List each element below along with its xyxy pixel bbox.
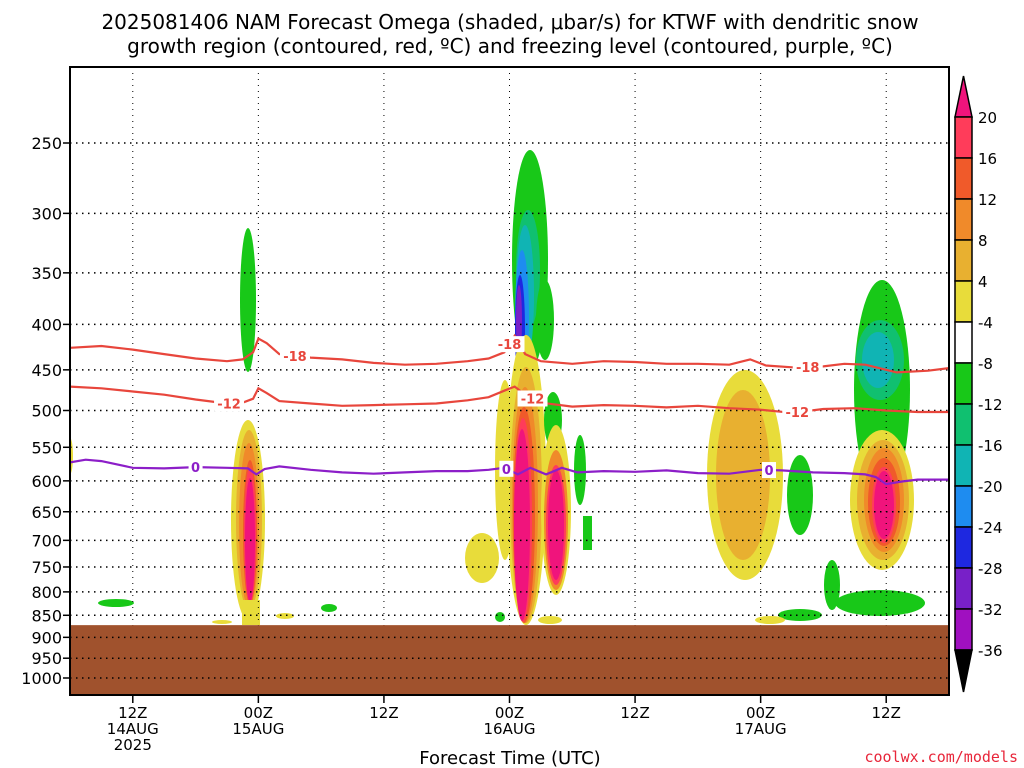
colorbar-swatch — [954, 403, 973, 446]
colorbar-bottom-arrow — [954, 649, 973, 693]
contour-label-background — [762, 462, 777, 479]
contour-label: -18 — [796, 361, 820, 376]
x-tick-label: 2025 — [114, 736, 152, 754]
credit-text: coolwx.com/models — [864, 748, 1018, 766]
y-tick-label: 650 — [31, 503, 62, 522]
y-tick-label: 950 — [31, 649, 62, 668]
y-axis: 250 300 350 400 450 500 550 600 650 700 750 800 850 9… — [21, 134, 70, 688]
chart-title-line-2: growth region (contoured, red, ºC) and f… — [127, 34, 893, 58]
x-tick-label: 17AUG — [735, 720, 787, 738]
colorbar-label: -36 — [978, 642, 1003, 660]
contour-label-background — [782, 404, 813, 421]
colorbar-label: -12 — [978, 396, 1003, 414]
colorbar-swatch — [954, 239, 973, 282]
contour-label: 0 — [502, 463, 511, 478]
y-tick-label: 1000 — [21, 669, 62, 688]
y-tick-label: 550 — [31, 438, 62, 457]
y-tick-label: 300 — [31, 204, 62, 223]
colorbar-swatch — [954, 485, 973, 528]
colorbar-label: 4 — [978, 273, 988, 291]
colorbar-label: -32 — [978, 601, 1003, 619]
colorbar-swatch — [954, 157, 973, 200]
x-tick-label: 00Z — [495, 704, 524, 722]
x-tick-label: 16AUG — [484, 720, 536, 738]
contour-label-background — [499, 460, 514, 477]
colorbar-swatch — [954, 362, 973, 405]
x-tick-label: 14AUG — [107, 720, 159, 738]
colorbar-label: 16 — [978, 150, 997, 168]
x-tick-label: 12Z — [369, 704, 398, 722]
contour-label: -12 — [786, 406, 810, 421]
colorbar-label: -24 — [978, 519, 1003, 537]
contours: -18 -18 -18 -12 -12 -12 0 0 0 — [70, 333, 949, 486]
x-tick-label: 12Z — [118, 704, 147, 722]
colorbar-swatch — [954, 444, 973, 487]
colorbar: 20 16 12 8 4 -4 -8 -12 -16 -20 -24 -28 -32 -36 — [954, 75, 1003, 693]
contour-label-background — [494, 336, 525, 353]
y-tick-label: 450 — [31, 361, 62, 380]
y-tick-label: 400 — [31, 315, 62, 334]
contour-label: -12 — [521, 392, 545, 407]
colorbar-label: 20 — [978, 109, 997, 127]
x-axis-label: Forecast Time (UTC) — [419, 748, 600, 768]
y-tick-label: 600 — [31, 472, 62, 491]
contour-label: -12 — [217, 397, 241, 412]
colorbar-swatch — [954, 198, 973, 241]
x-tick-label: 12Z — [620, 704, 649, 722]
x-tick-label: 00Z — [244, 704, 273, 722]
y-tick-label: 250 — [31, 134, 62, 153]
colorbar-swatch — [954, 116, 973, 159]
contour-label-background — [188, 459, 203, 476]
colorbar-label: 12 — [978, 191, 997, 209]
x-tick-label: 12Z — [872, 704, 901, 722]
chart-title-line-1: 2025081406 NAM Forecast Omega (shaded, μ… — [101, 10, 918, 34]
grid — [70, 67, 949, 695]
colorbar-swatch — [954, 567, 973, 610]
contour-label-background — [517, 390, 548, 407]
y-tick-label: 850 — [31, 606, 62, 625]
contour-line — [70, 333, 949, 374]
colorbar-label: -4 — [978, 314, 993, 332]
contour-label: -18 — [283, 350, 307, 365]
y-tick-label: 900 — [31, 628, 62, 647]
contour-label-background — [792, 358, 823, 375]
y-tick-label: 800 — [31, 583, 62, 602]
colorbar-swatch — [954, 280, 973, 323]
omega-shading — [70, 150, 925, 625]
colorbar-swatch — [954, 608, 973, 651]
contour-label: 0 — [764, 464, 773, 479]
x-tick-label: 15AUG — [232, 720, 284, 738]
y-tick-label: 700 — [31, 531, 62, 550]
contour-line — [70, 458, 949, 486]
terrain-fill — [70, 625, 949, 695]
contour-label-background — [279, 347, 310, 364]
colorbar-top-arrow — [954, 75, 973, 118]
plot-frame — [69, 66, 950, 696]
x-tick-label: 00Z — [746, 704, 775, 722]
colorbar-label: 8 — [978, 232, 988, 250]
colorbar-swatch — [954, 321, 973, 364]
contour-label: -18 — [498, 338, 522, 353]
y-tick-label: 500 — [31, 402, 62, 421]
colorbar-swatch — [954, 526, 973, 569]
colorbar-label: -28 — [978, 560, 1003, 578]
contour-label-background — [214, 395, 245, 412]
y-tick-label: 350 — [31, 264, 62, 283]
y-tick-label: 750 — [31, 558, 62, 577]
contour-label: 0 — [191, 461, 200, 476]
colorbar-label: -8 — [978, 355, 993, 373]
colorbar-label: -16 — [978, 437, 1003, 455]
colorbar-label: -20 — [978, 478, 1003, 496]
